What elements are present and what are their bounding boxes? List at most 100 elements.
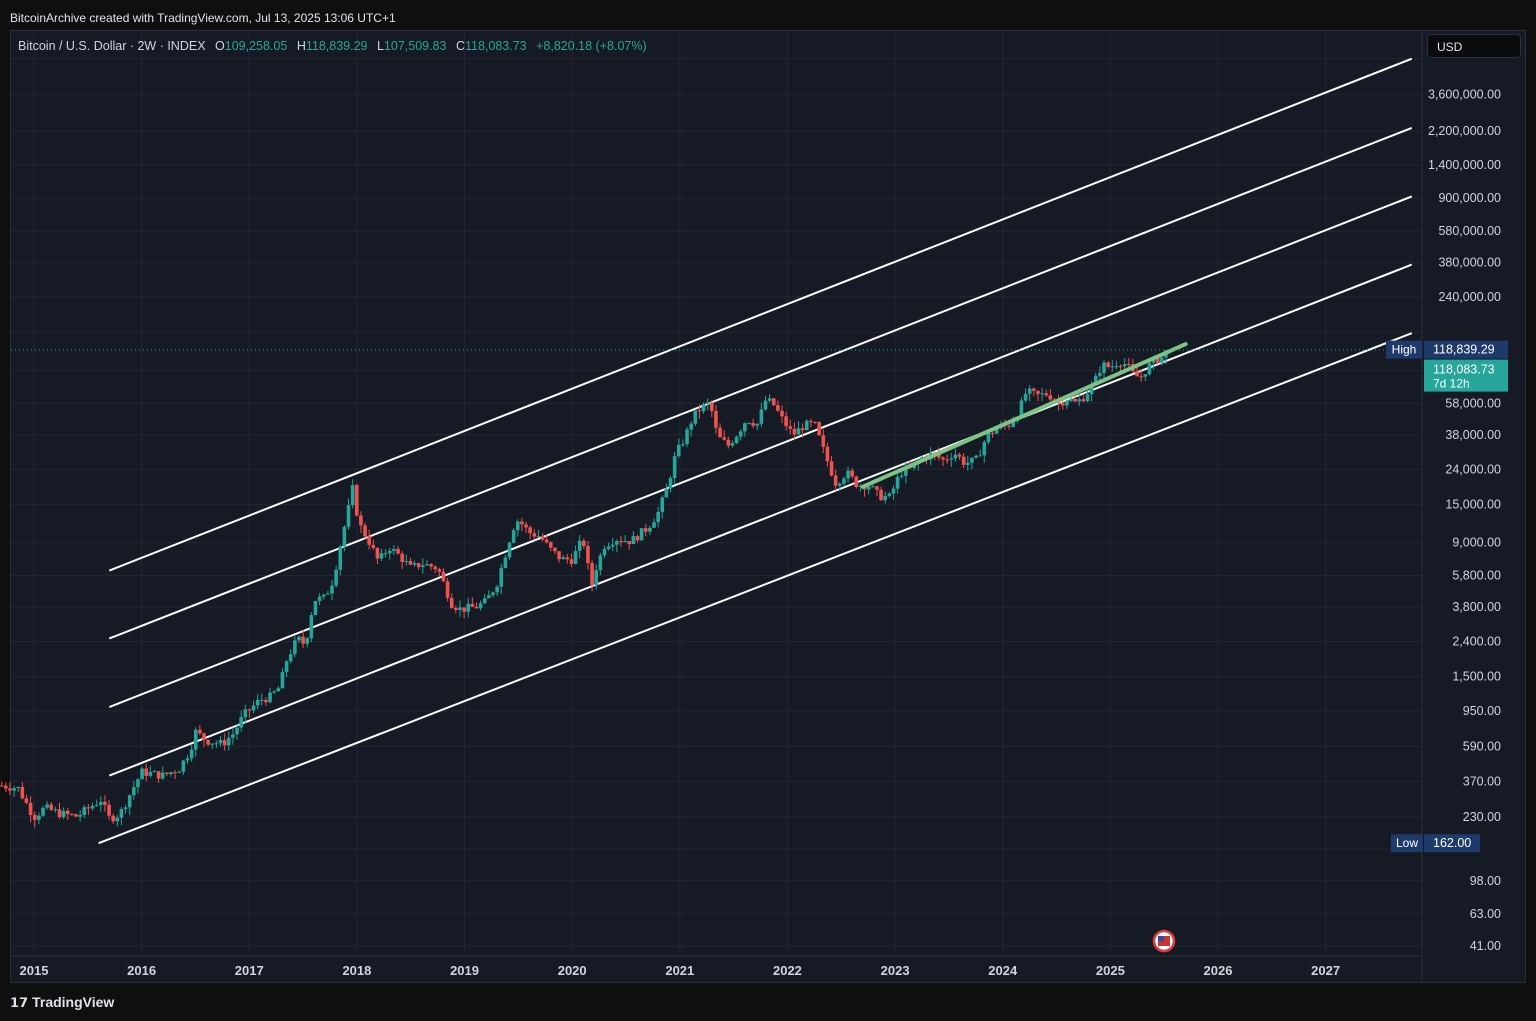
candle-body [503,557,508,568]
candle-body [1110,366,1115,368]
candle-body [441,571,446,582]
candle-body [804,420,809,431]
candle-body [255,699,260,706]
candle-body [136,779,140,788]
candle-body [470,603,475,607]
y-tick-label: 41.00 [1470,939,1501,953]
candle-body [759,409,764,424]
candle-body [383,553,388,555]
candle-body [140,768,144,780]
high-value: 118,839.29 [1433,343,1495,357]
candle-body [474,606,479,609]
candle-body [1077,399,1082,402]
candle-body [582,540,586,547]
y-tick-label: 900,000.00 [1438,191,1501,205]
candle-body [86,807,91,809]
candle-body [165,772,169,775]
y-tick-label: 1,400,000.00 [1428,158,1501,172]
candle-body [982,442,987,456]
candle-body [1114,366,1119,368]
candle-body [1155,357,1160,363]
candle-body [524,524,528,528]
candle-body [771,398,776,406]
candle-body [937,453,941,458]
candle-body [643,528,648,532]
y-tick-label: 3,800.00 [1452,600,1501,614]
candle-body [586,546,590,563]
candle-body [561,557,565,560]
candle-body [602,548,607,556]
candle-body [350,485,355,506]
candle-body [833,475,838,486]
low-value-tag [1424,834,1480,853]
candle-body [941,457,945,460]
candle-body [648,527,652,532]
candle-body [392,548,396,551]
y-tick-label: 590.00 [1463,740,1501,754]
trend-line [860,342,1188,489]
candle-body [515,521,520,531]
candle-body [945,459,949,461]
candle-body [1007,425,1011,427]
candle-body [511,530,516,543]
candle-body [676,444,681,457]
y-tick-label: 2,200,000.00 [1428,124,1501,138]
currency-button[interactable]: USD [1427,34,1521,58]
candle-body [404,561,409,563]
candle-body [569,559,574,564]
candle-body [375,547,380,559]
high-value-tag [1424,340,1508,359]
candle-body [449,597,454,608]
candle-body [119,809,124,818]
candle-body [98,801,103,805]
candle-body [284,661,289,672]
high-label: High [1392,343,1417,357]
candle-body [387,550,392,554]
candle-body [722,437,726,440]
candle-body [842,478,846,484]
chart-panel[interactable] [10,30,1526,983]
candle-body [466,603,471,612]
candle-body [883,496,888,501]
candle-body [1069,399,1073,401]
candle-body [272,691,276,693]
candle-body [49,804,54,810]
candle-body [416,563,421,568]
low-label: L [376,39,384,53]
candle-body [90,805,95,809]
candle-body [367,536,371,545]
high-value: 118,839.29 [305,39,368,53]
candle-body [28,802,33,815]
candle-body [1160,357,1164,363]
candle-body [330,585,334,594]
candle-body [210,743,215,745]
candle-body [895,476,900,489]
candle-body [1126,364,1131,366]
candle-body [57,809,62,818]
candle-body [1102,362,1106,373]
candle-body [652,522,656,528]
footer-brand[interactable]: 𝟭𝟳 TradingView [10,994,114,1011]
candle-body [173,772,177,774]
candle-body [20,787,25,799]
candle-body [710,402,714,411]
candle-body [751,423,755,426]
candle-body [672,456,677,478]
candle-body [268,692,272,703]
candle-body [520,521,524,525]
candle-body [400,553,404,563]
candle-body [978,455,982,457]
candle-body [74,814,78,817]
candle-body [590,562,594,586]
candle-body [359,515,363,526]
candle-body [458,607,462,610]
candle-body [974,455,978,458]
candle-body [41,807,45,816]
candle-body [338,546,343,570]
candle-body [1019,400,1024,418]
candle-body [218,740,223,744]
header-bar: BitcoinArchive created with TradingView.… [0,0,1536,30]
candle-body [544,539,549,543]
candle-body [0,785,4,787]
